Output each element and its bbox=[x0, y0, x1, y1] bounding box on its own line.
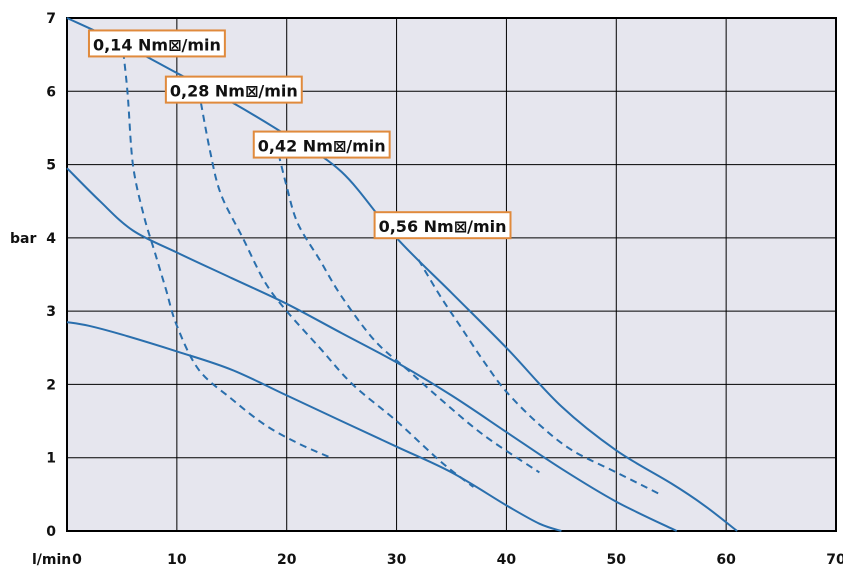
plot-frame bbox=[66, 17, 837, 532]
y-tick-label: 4 bbox=[46, 231, 56, 247]
y-tick-label: 6 bbox=[46, 84, 56, 100]
annotation-text: 0,28 Nm⊠/min bbox=[170, 82, 298, 101]
x-tick-label: 50 bbox=[607, 552, 627, 568]
annotation-box bbox=[252, 130, 391, 159]
x-tick-label: 40 bbox=[497, 552, 517, 568]
dashed-curve-6 bbox=[417, 259, 661, 496]
dashed-curve-4 bbox=[197, 91, 475, 488]
x-axis-label: l/min bbox=[32, 552, 71, 568]
y-tick-labels: 0 1 2 3 4 5 6 7 bbox=[46, 11, 56, 540]
annotation-text: 0,42 Nm⊠/min bbox=[258, 137, 386, 156]
y-tick-label: 2 bbox=[46, 377, 56, 393]
annotations: 0,14 Nm⊠/min 0,28 Nm⊠/min 0,42 Nm⊠/min 0,56… bbox=[87, 29, 512, 240]
x-tick-label: 20 bbox=[277, 552, 297, 568]
x-tick-labels: 0 10 20 30 40 50 60 70 bbox=[72, 552, 843, 568]
annotation-box bbox=[87, 29, 226, 58]
solid-curve-1 bbox=[66, 167, 678, 532]
x-tick-label: 60 bbox=[716, 552, 736, 568]
solid-curve-0 bbox=[66, 321, 562, 532]
x-tick-label: 10 bbox=[167, 552, 187, 568]
dashed-curve-5 bbox=[274, 142, 540, 474]
x-tick-label: 30 bbox=[387, 552, 407, 568]
annotation-text: 0,56 Nm⊠/min bbox=[379, 217, 507, 236]
y-tick-label: 3 bbox=[46, 304, 56, 320]
x-tick-label: 0 bbox=[72, 552, 82, 568]
y-axis-label: bar bbox=[10, 231, 36, 247]
y-tick-label: 7 bbox=[46, 11, 56, 27]
y-tick-label: 1 bbox=[46, 451, 56, 467]
y-tick-label: 0 bbox=[46, 524, 56, 540]
annotation-box bbox=[164, 75, 303, 104]
annotation-label: 0,28 Nm⊠/min bbox=[164, 75, 303, 104]
annotation-box bbox=[373, 211, 512, 240]
annotation-label: 0,56 Nm⊠/min bbox=[373, 211, 512, 240]
annotation-label: 0,42 Nm⊠/min bbox=[252, 130, 391, 159]
annotation-text: 0,14 Nm⊠/min bbox=[93, 35, 221, 54]
curves bbox=[66, 17, 738, 532]
dashed-curve-3 bbox=[120, 39, 332, 459]
annotation-label: 0,14 Nm⊠/min bbox=[87, 29, 226, 58]
x-tick-label: 70 bbox=[826, 552, 843, 568]
y-tick-label: 5 bbox=[46, 158, 56, 174]
